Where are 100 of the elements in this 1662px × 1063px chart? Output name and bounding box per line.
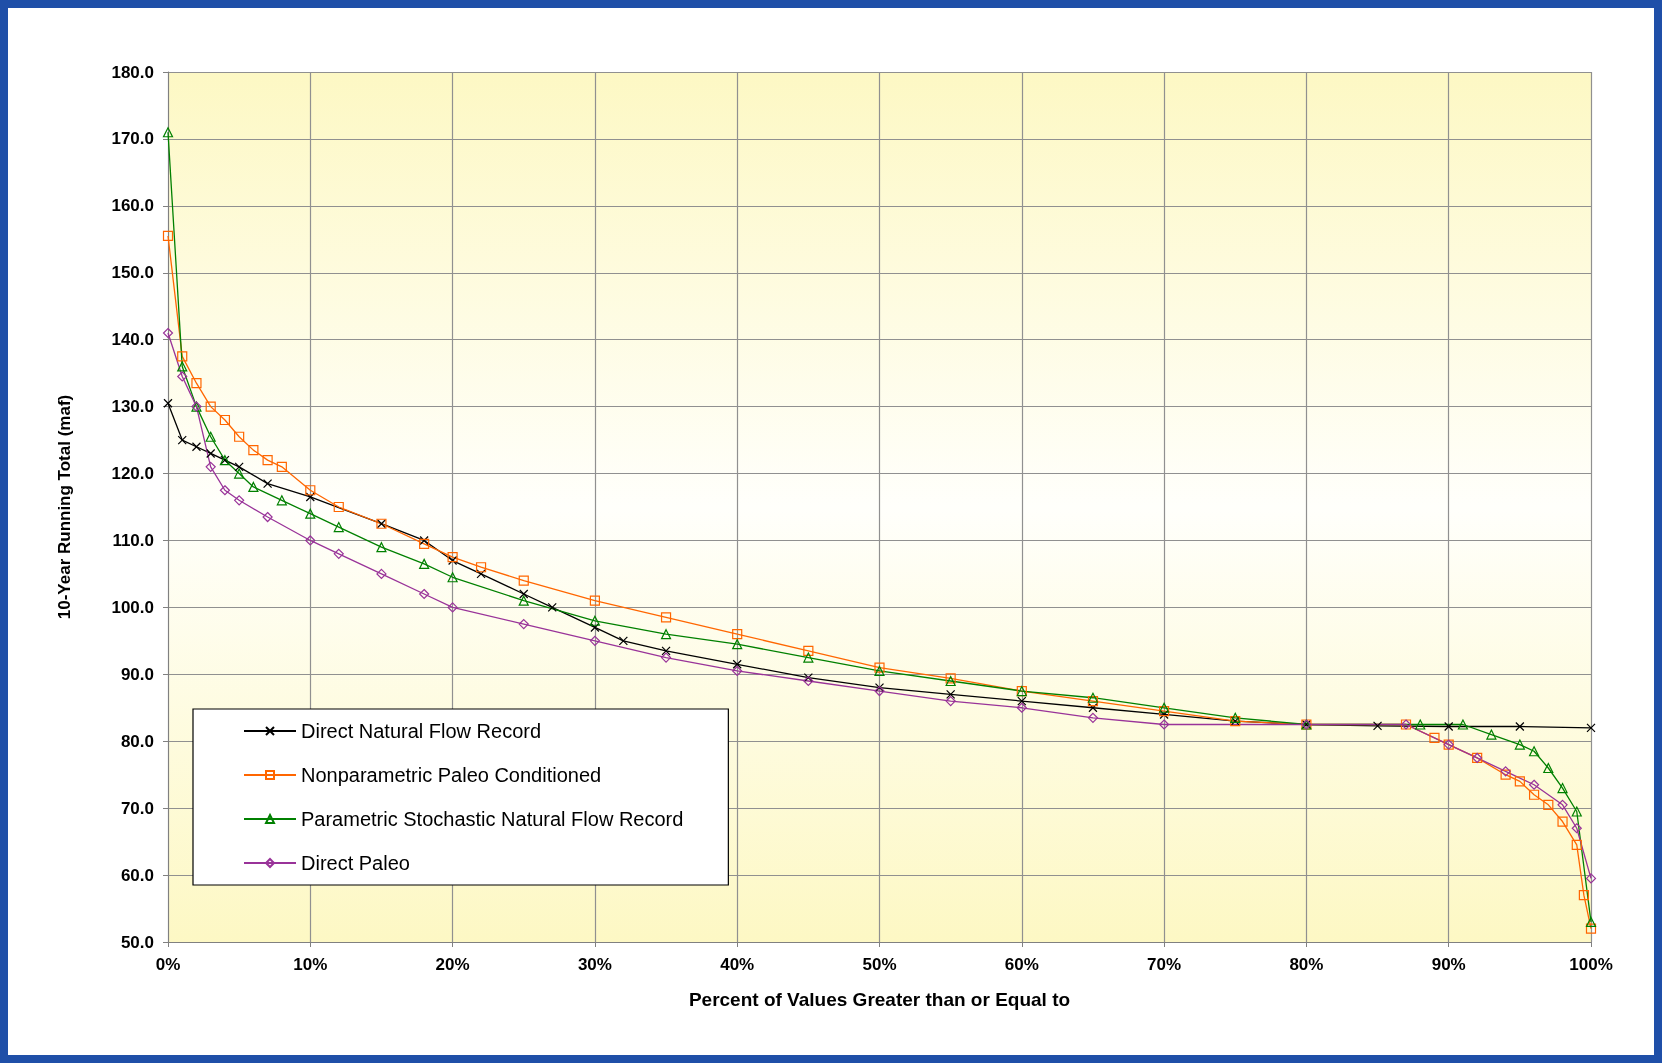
x-tick-label: 80% (1289, 955, 1324, 974)
point (305, 508, 316, 519)
point (1571, 823, 1582, 834)
point (1585, 873, 1597, 884)
point (590, 622, 600, 633)
point (234, 468, 245, 479)
y-tick-label: 70.0 (120, 798, 154, 818)
y-tick-label: 160.0 (111, 196, 154, 216)
point (206, 448, 216, 459)
point (1372, 721, 1383, 731)
x-tick-label: 90% (1431, 955, 1466, 974)
point (874, 662, 885, 673)
x-tick-label: 10% (293, 955, 328, 974)
point (177, 435, 187, 445)
point (162, 327, 174, 339)
point (803, 645, 814, 656)
point (1514, 739, 1525, 750)
point (803, 673, 813, 683)
point (1515, 721, 1525, 732)
point (618, 636, 628, 646)
point (177, 371, 188, 382)
legend-label: Direct Natural Flow Record (301, 720, 542, 742)
point (177, 351, 188, 362)
point (1087, 712, 1099, 723)
point (177, 361, 188, 372)
point (234, 495, 245, 506)
x-tick-label: 20% (435, 955, 470, 974)
point (1087, 692, 1099, 703)
point (1528, 789, 1540, 800)
point (1571, 806, 1582, 817)
point (519, 589, 529, 599)
point (660, 629, 672, 640)
point (162, 230, 174, 242)
point (1557, 816, 1568, 827)
x-tick-label: 0% (155, 955, 181, 974)
point (1415, 719, 1426, 730)
y-tick-label: 50.0 (120, 932, 154, 952)
y-tick-label: 140.0 (111, 330, 154, 350)
y-tick-label: 90.0 (120, 664, 154, 684)
point (234, 462, 244, 472)
y-tick-label: 110.0 (112, 530, 154, 550)
point (305, 485, 316, 496)
legend-label: Parametric Stochastic Natural Flow Record (301, 808, 684, 830)
point (874, 665, 885, 677)
point (1528, 746, 1540, 757)
point (732, 659, 742, 669)
point (1486, 729, 1497, 740)
point (1571, 839, 1582, 851)
point (945, 695, 956, 707)
point (518, 619, 529, 630)
point (1016, 702, 1027, 713)
point (1159, 702, 1170, 713)
x-tick-label: 30% (577, 955, 612, 974)
point (732, 665, 743, 677)
point (1017, 696, 1027, 706)
point (419, 558, 430, 569)
point (660, 652, 672, 663)
point (205, 461, 216, 472)
point (162, 127, 174, 138)
point (475, 562, 487, 573)
point (191, 442, 202, 452)
point (1578, 890, 1589, 901)
point (276, 461, 287, 472)
x-tick-label: 40% (720, 955, 755, 974)
y-tick-label: 180.0 (111, 62, 154, 82)
y-tick-label: 150.0 (111, 263, 154, 283)
point (589, 635, 600, 646)
y-axis-title: 10-Year Running Total (maf) (55, 394, 74, 620)
point (1087, 695, 1099, 707)
point (732, 639, 743, 650)
point (1586, 723, 1596, 733)
point (333, 521, 344, 533)
point (262, 455, 273, 466)
point (1528, 779, 1540, 790)
point (1557, 799, 1568, 810)
point (660, 612, 672, 623)
point (1543, 762, 1554, 774)
point (803, 675, 814, 687)
point (547, 602, 557, 612)
point (376, 568, 387, 580)
point (1159, 719, 1170, 730)
point (419, 588, 430, 600)
point (661, 646, 671, 656)
point (1543, 799, 1554, 810)
point (333, 548, 344, 559)
point (263, 478, 273, 489)
point (732, 629, 743, 640)
point (874, 683, 885, 693)
point (376, 542, 387, 553)
point (803, 652, 814, 663)
point (163, 398, 173, 408)
point (262, 511, 273, 523)
point (248, 481, 259, 493)
point (305, 492, 315, 502)
y-tick-label: 100.0 (111, 597, 154, 617)
point (1514, 776, 1525, 787)
point (333, 501, 344, 513)
y-tick-label: 60.0 (120, 865, 154, 885)
y-tick-label: 120.0 (111, 464, 154, 484)
x-tick-label: 100% (1569, 955, 1613, 974)
